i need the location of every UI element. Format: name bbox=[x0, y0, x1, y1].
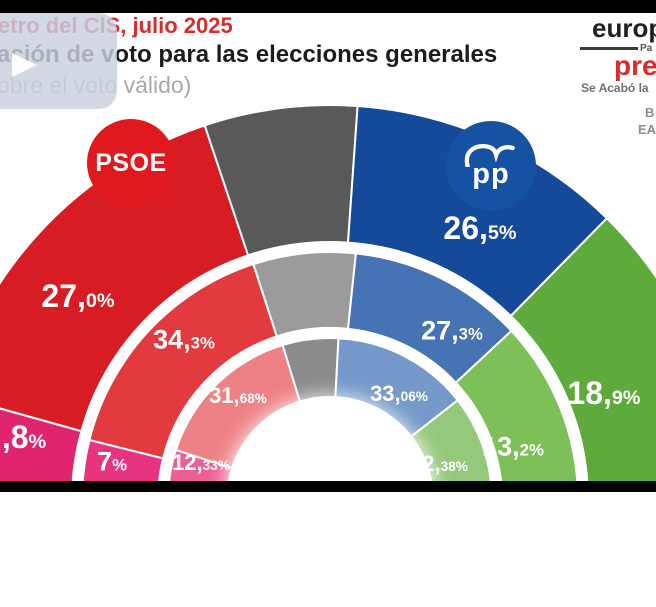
logo-divider bbox=[580, 47, 638, 51]
europapress-logo: europ Pa pres Se Acabó la B EA bbox=[576, 13, 656, 137]
segment-outer-green bbox=[509, 217, 656, 492]
value-label-outer-pp: 26,5% bbox=[443, 210, 517, 246]
pp-gaviota-icon bbox=[464, 144, 515, 167]
value-label-outer-pink: ,8% bbox=[1, 419, 47, 455]
value-label-outer-psoe: 27,0% bbox=[41, 278, 115, 314]
logo-text-fragment-2: EA bbox=[638, 121, 656, 137]
letterbox-bottom-bar bbox=[0, 481, 656, 492]
value-label-inner-pink: 12,33% bbox=[172, 450, 230, 475]
value-label-middle-pink: 7% bbox=[97, 446, 127, 477]
value-label-inner-green: 12,38% bbox=[410, 451, 468, 476]
pp-badge-label: pp bbox=[472, 158, 510, 190]
video-play-overlay[interactable] bbox=[0, 13, 117, 109]
donut-hole bbox=[225, 397, 435, 607]
value-label-middle-psoe: 34,3% bbox=[153, 324, 215, 355]
value-label-middle-pp: 27,3% bbox=[421, 315, 483, 346]
pp-badge: pp bbox=[446, 121, 536, 211]
segment-middle-green bbox=[454, 329, 579, 492]
play-icon bbox=[12, 53, 37, 77]
logo-word-top: europ bbox=[592, 13, 656, 43]
logo-divider-fragment: Pa bbox=[640, 43, 653, 55]
value-label-inner-pp: 33,06% bbox=[370, 381, 428, 406]
psoe-badge-label: PSOE bbox=[95, 148, 167, 177]
psoe-badge: PSOE bbox=[87, 119, 175, 207]
vote-donut-chart bbox=[0, 104, 656, 492]
value-label-inner-psoe: 31,68% bbox=[209, 383, 267, 408]
letterbox-top-bar bbox=[0, 0, 656, 13]
value-label-outer-green: 18,9% bbox=[567, 375, 641, 411]
segment-outer-red bbox=[0, 124, 250, 433]
logo-tagline: Se Acabó la bbox=[581, 80, 649, 95]
logo-word-bottom: pres bbox=[614, 50, 656, 82]
logo-text-fragment-1: B bbox=[645, 104, 655, 120]
value-label-middle-green: 13,2% bbox=[482, 431, 544, 462]
